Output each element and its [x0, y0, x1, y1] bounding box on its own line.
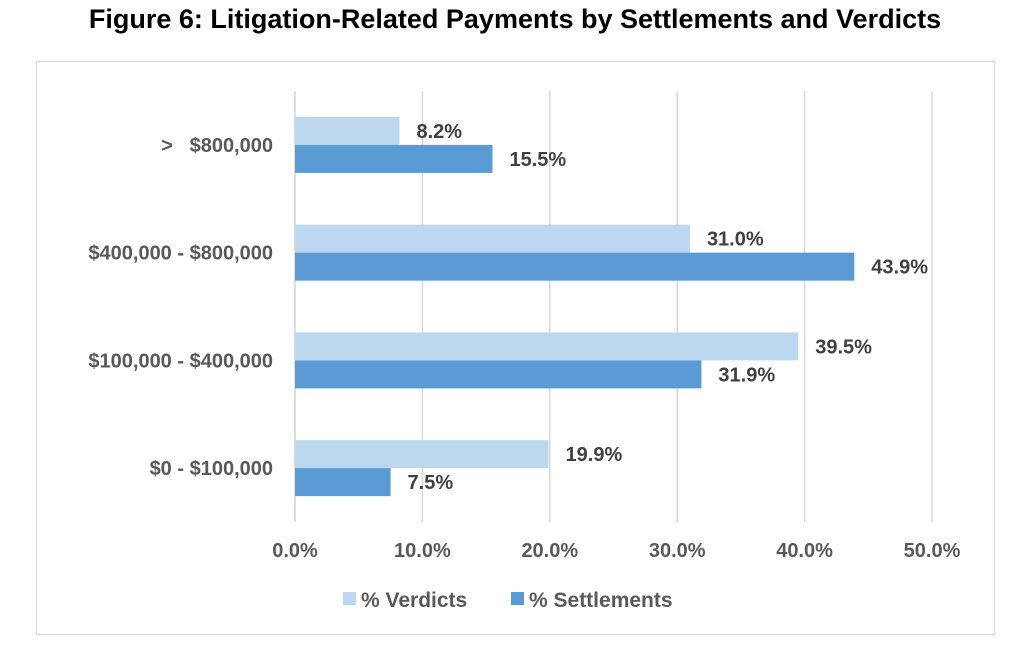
verdicts-bar [295, 116, 400, 145]
settlements-data-label: 7.5% [408, 472, 454, 494]
legend-label-settlements: % Settlements [529, 589, 673, 612]
x-tick-label: 0.0% [272, 540, 318, 562]
legend-label-verdicts: % Verdicts [361, 589, 467, 612]
x-tick-label: 20.0% [521, 540, 578, 562]
verdicts-bar [295, 224, 690, 253]
settlements-data-label: 31.9% [718, 364, 775, 386]
settlements-bar [295, 252, 855, 281]
x-tick-label: 50.0% [904, 540, 961, 562]
category-label: > $800,000 [161, 135, 273, 157]
settlements-data-label: 43.9% [871, 257, 928, 279]
x-tick-label: 10.0% [394, 540, 451, 562]
legend-swatch-settlements [511, 592, 524, 605]
settlements-bar [295, 468, 391, 497]
category-labels: > $800,000 $400,000 - $800,000 $100,000 - … [88, 135, 273, 480]
verdicts-bar [295, 332, 799, 361]
category-label: $400,000 - $800,000 [88, 243, 273, 265]
verdicts-bar [295, 440, 549, 469]
verdicts-data-label: 39.5% [815, 336, 872, 358]
x-tick-label: 30.0% [649, 540, 706, 562]
chart-frame [36, 61, 995, 635]
x-tick-label: 40.0% [776, 540, 833, 562]
bars [295, 116, 855, 497]
legend-swatch-verdicts [343, 592, 356, 605]
category-label: $0 - $100,000 [150, 458, 273, 480]
category-label: $100,000 - $400,000 [88, 350, 273, 372]
settlements-bar [295, 360, 702, 389]
verdicts-data-label: 8.2% [416, 121, 462, 143]
settlements-bar [295, 144, 493, 173]
data-labels: 8.2% 15.5% 31.0% 43.9% 39.5% 31.9% 19.9% 7.5% [408, 121, 929, 494]
x-tick-labels: 0.0% 10.0% 20.0% 30.0% 40.0% 50.0% [272, 540, 960, 562]
legend: % Verdicts % Settlements [343, 589, 673, 612]
verdicts-data-label: 19.9% [566, 444, 623, 466]
settlements-data-label: 15.5% [509, 149, 566, 171]
figure-title: Figure 6: Litigation-Related Payments by… [88, 4, 942, 34]
verdicts-data-label: 31.0% [707, 229, 764, 251]
